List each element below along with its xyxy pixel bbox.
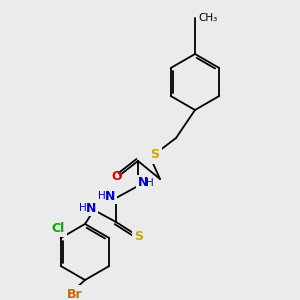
Text: Br: Br xyxy=(67,287,83,300)
Text: O: O xyxy=(112,169,122,182)
Text: S: S xyxy=(134,230,143,244)
Text: Cl: Cl xyxy=(51,221,64,235)
Text: N: N xyxy=(105,190,115,202)
Text: S: S xyxy=(151,148,160,161)
Text: CH₃: CH₃ xyxy=(198,13,217,23)
Text: H: H xyxy=(98,191,106,201)
Text: N: N xyxy=(138,176,148,190)
Text: H: H xyxy=(146,178,154,188)
Text: H: H xyxy=(79,203,87,213)
Text: N: N xyxy=(86,202,96,214)
